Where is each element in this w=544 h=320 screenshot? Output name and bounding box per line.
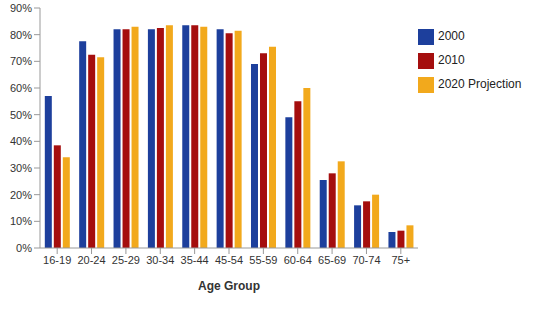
svg-text:60%: 60% (10, 82, 32, 94)
svg-text:Age Group: Age Group (198, 279, 260, 293)
svg-text:10%: 10% (10, 215, 32, 227)
html-text:2020 Projection: 2020 Projection (438, 77, 522, 91)
html-text:2010: 2010 (438, 53, 465, 67)
svg-text:60-64: 60-64 (284, 254, 312, 266)
svg-text:20%: 20% (10, 189, 32, 201)
svg-text:70%: 70% (10, 55, 32, 67)
svg-text:20-24: 20-24 (77, 254, 105, 266)
svg-text:40%: 40% (10, 135, 32, 147)
svg-text:75+: 75+ (391, 254, 410, 266)
svg-text:16-19: 16-19 (43, 254, 71, 266)
svg-text:90%: 90% (10, 2, 32, 14)
svg-text:0%: 0% (16, 242, 32, 254)
svg-text:50%: 50% (10, 109, 32, 121)
svg-text:70-74: 70-74 (352, 254, 380, 266)
html-text:2000: 2000 (438, 29, 465, 43)
svg-text:80%: 80% (10, 29, 32, 41)
svg-text:35-44: 35-44 (181, 254, 209, 266)
svg-text:55-59: 55-59 (249, 254, 277, 266)
svg-text:65-69: 65-69 (318, 254, 346, 266)
svg-text:30%: 30% (10, 162, 32, 174)
svg-text:25-29: 25-29 (112, 254, 140, 266)
svg-text:45-54: 45-54 (215, 254, 243, 266)
svg-text:30-34: 30-34 (146, 254, 174, 266)
